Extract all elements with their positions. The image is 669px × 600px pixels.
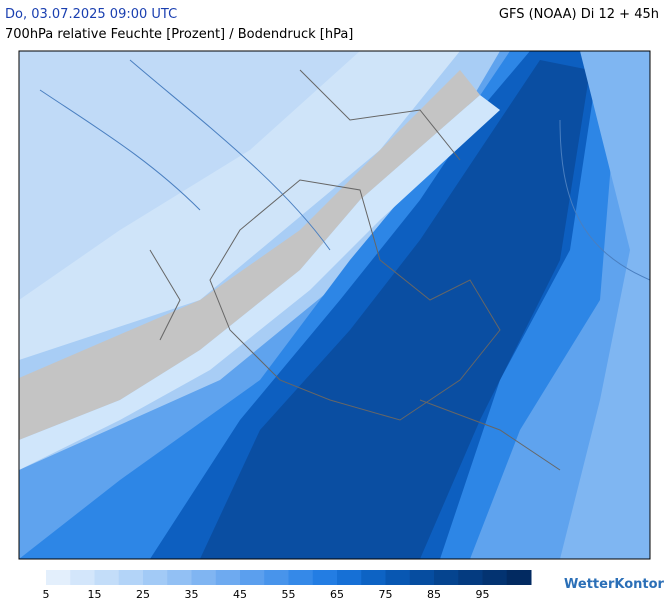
legend-swatch [118, 570, 144, 585]
legend-swatch [458, 570, 483, 585]
model-run: GFS (NOAA) Di 12 + 45h [498, 7, 659, 22]
logo: WetterKontor [564, 577, 664, 592]
legend-tick-label: 55 [282, 588, 296, 600]
legend-swatch [361, 570, 386, 585]
map-title: 700hPa relative Feuchte [Prozent] / Bode… [5, 27, 354, 42]
legend: 5 15 25 35 45 55 65 75 85 95 [43, 570, 532, 600]
legend-swatch [191, 570, 217, 585]
legend-tick-label: 5 [43, 588, 50, 600]
legend-swatch [337, 570, 362, 585]
legend-swatch [167, 570, 192, 585]
legend-tick-label: 35 [185, 588, 199, 600]
legend-tick-label: 85 [427, 588, 441, 600]
legend-swatch [506, 570, 532, 585]
legend-swatch [385, 570, 411, 585]
legend-tick-label: 95 [476, 588, 490, 600]
legend-swatch [46, 570, 71, 585]
legend-swatch [288, 570, 314, 585]
legend-tick-label: 75 [379, 588, 393, 600]
legend-tick-label: 15 [88, 588, 102, 600]
legend-swatch [264, 570, 289, 585]
legend-swatch [482, 570, 508, 585]
legend-swatch [143, 570, 168, 585]
legend-swatch [240, 570, 265, 585]
legend-swatch [215, 570, 241, 585]
map-frame [18, 50, 651, 560]
legend-tick-label: 45 [233, 588, 247, 600]
legend-tick-label: 65 [330, 588, 344, 600]
legend-tick-label: 25 [136, 588, 150, 600]
legend-swatch [94, 570, 120, 585]
legend-swatch [312, 570, 338, 585]
legend-swatch [70, 570, 95, 585]
forecast-date: Do, 03.07.2025 09:00 UTC [5, 7, 178, 22]
legend-swatch [409, 570, 435, 585]
legend-swatch [434, 570, 459, 585]
humidity-field [19, 51, 650, 559]
